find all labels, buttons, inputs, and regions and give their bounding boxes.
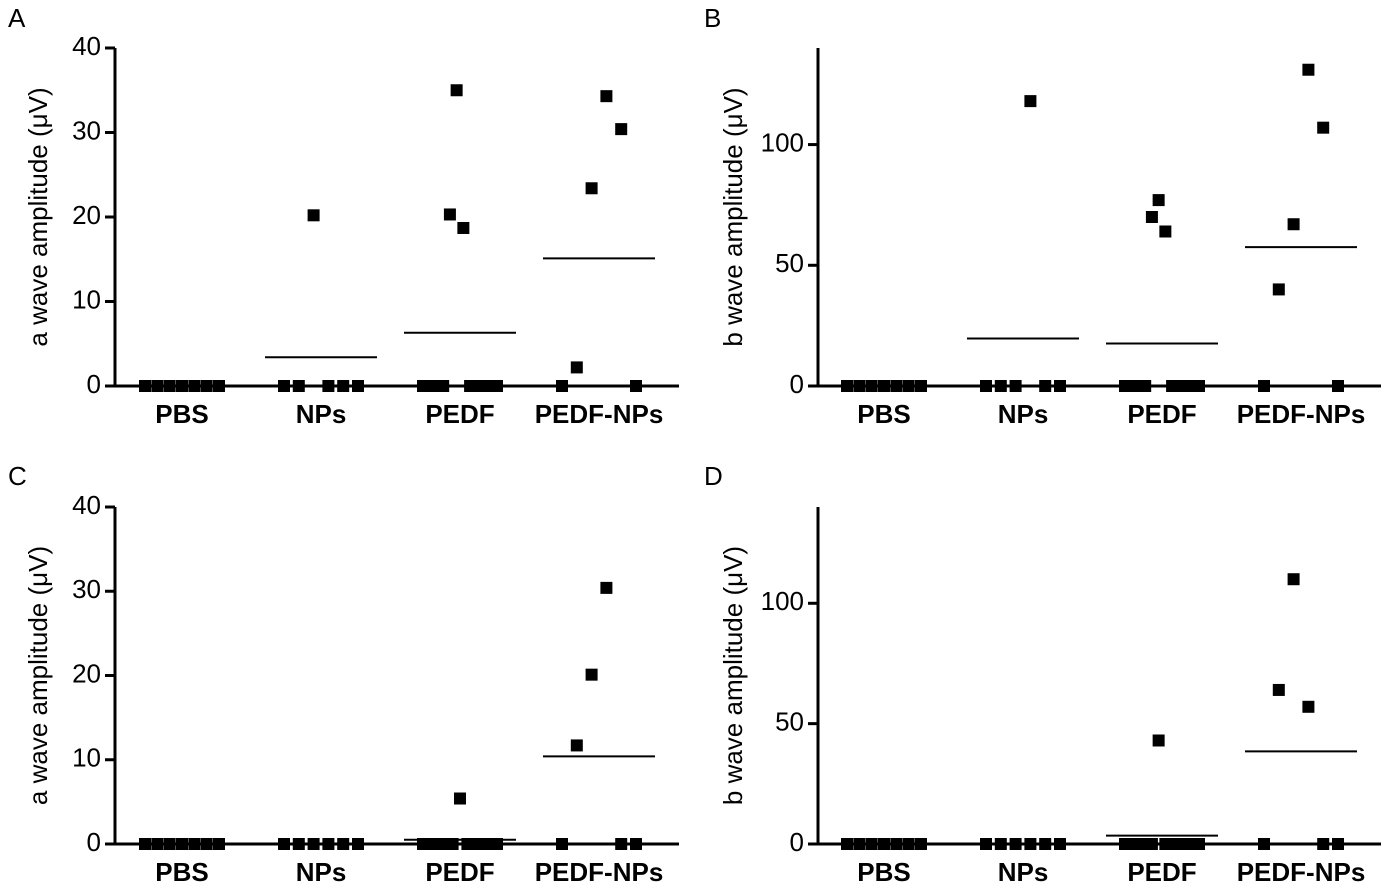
y-tick-label: 30	[72, 115, 101, 145]
y-tick-label: 0	[87, 827, 101, 857]
data-point	[994, 380, 1007, 392]
panel-label: D	[704, 461, 723, 491]
data-point	[1287, 573, 1300, 586]
x-tick-label: PEDF-NPs	[1237, 399, 1366, 429]
data-point	[1024, 95, 1037, 108]
data-point	[1054, 380, 1066, 392]
data-point	[1317, 838, 1330, 850]
y-tick-label: 50	[775, 707, 804, 737]
x-tick-label: NPs	[296, 857, 347, 887]
data-point	[1193, 838, 1205, 850]
y-tick-label: 40	[72, 31, 101, 61]
x-tick-label: PEDF	[1127, 399, 1196, 429]
y-tick-label: 100	[761, 586, 804, 616]
data-point	[1145, 838, 1158, 850]
y-axis-label: b wave amplitude (μV)	[718, 87, 748, 346]
data-point	[585, 182, 598, 195]
x-tick-label: NPs	[998, 857, 1049, 887]
y-tick-label: 0	[87, 369, 101, 399]
x-tick-label: PBS	[857, 857, 910, 887]
y-tick-label: 10	[72, 284, 101, 314]
x-tick-label: PEDF	[425, 399, 494, 429]
data-point	[615, 838, 628, 850]
data-point	[437, 380, 450, 392]
panel-label: C	[8, 461, 27, 491]
y-axis-label: b wave amplitude (μV)	[718, 546, 748, 805]
data-point	[600, 581, 613, 594]
y-tick-label: 20	[72, 200, 101, 230]
x-tick-label: PBS	[155, 857, 208, 887]
y-tick-label: 10	[72, 743, 101, 773]
x-tick-label: PEDF	[1127, 857, 1196, 887]
data-point	[1152, 194, 1165, 207]
data-point	[1272, 683, 1285, 696]
data-point	[1139, 380, 1152, 392]
panel-label: B	[704, 3, 721, 33]
x-tick-label: NPs	[998, 399, 1049, 429]
y-tick-label: 50	[775, 248, 804, 278]
data-point	[1317, 121, 1330, 134]
data-point	[585, 668, 598, 681]
data-point	[1159, 225, 1172, 238]
x-tick-label: PEDF-NPs	[535, 857, 664, 887]
data-point	[1302, 63, 1315, 76]
data-point	[570, 739, 583, 752]
data-point	[307, 209, 320, 222]
y-axis-label: a wave amplitude (μV)	[23, 546, 53, 805]
y-tick-label: 20	[72, 658, 101, 688]
data-point	[630, 380, 642, 392]
x-tick-label: PEDF	[425, 857, 494, 887]
data-point	[1332, 838, 1344, 850]
x-tick-label: PEDF-NPs	[535, 399, 664, 429]
x-tick-label: PBS	[857, 399, 910, 429]
panel-label: A	[8, 3, 26, 33]
x-tick-label: NPs	[296, 399, 347, 429]
data-point	[630, 838, 642, 850]
data-point	[1152, 734, 1165, 747]
data-point	[1039, 380, 1052, 392]
data-point	[556, 380, 568, 392]
data-point	[615, 123, 628, 136]
y-tick-label: 30	[72, 574, 101, 604]
data-point	[292, 380, 305, 392]
data-point	[1287, 218, 1300, 231]
data-point	[1272, 283, 1285, 296]
data-point	[600, 90, 613, 103]
data-point	[491, 380, 503, 392]
y-tick-label: 0	[790, 827, 804, 857]
data-point	[450, 84, 463, 97]
data-point	[570, 361, 583, 374]
data-point	[1009, 380, 1022, 392]
y-tick-label: 0	[790, 369, 804, 399]
data-point	[454, 792, 466, 805]
data-point	[1302, 700, 1315, 713]
y-tick-label: 40	[72, 490, 101, 520]
y-axis-label: a wave amplitude (μV)	[23, 87, 53, 346]
data-point	[443, 208, 456, 221]
x-tick-label: PEDF-NPs	[1237, 857, 1366, 887]
data-point	[322, 380, 335, 392]
data-point	[446, 838, 459, 850]
data-point	[1332, 380, 1344, 392]
data-point	[337, 380, 350, 392]
data-point	[1193, 380, 1205, 392]
data-point	[980, 380, 992, 392]
data-point	[352, 380, 364, 392]
data-point	[1145, 211, 1158, 223]
y-tick-label: 100	[761, 127, 804, 157]
data-point	[556, 838, 568, 850]
data-point	[278, 380, 290, 392]
x-tick-label: PBS	[155, 399, 208, 429]
data-point	[1258, 838, 1270, 850]
data-point	[457, 221, 470, 234]
data-point	[1258, 380, 1270, 392]
data-point	[491, 838, 503, 850]
